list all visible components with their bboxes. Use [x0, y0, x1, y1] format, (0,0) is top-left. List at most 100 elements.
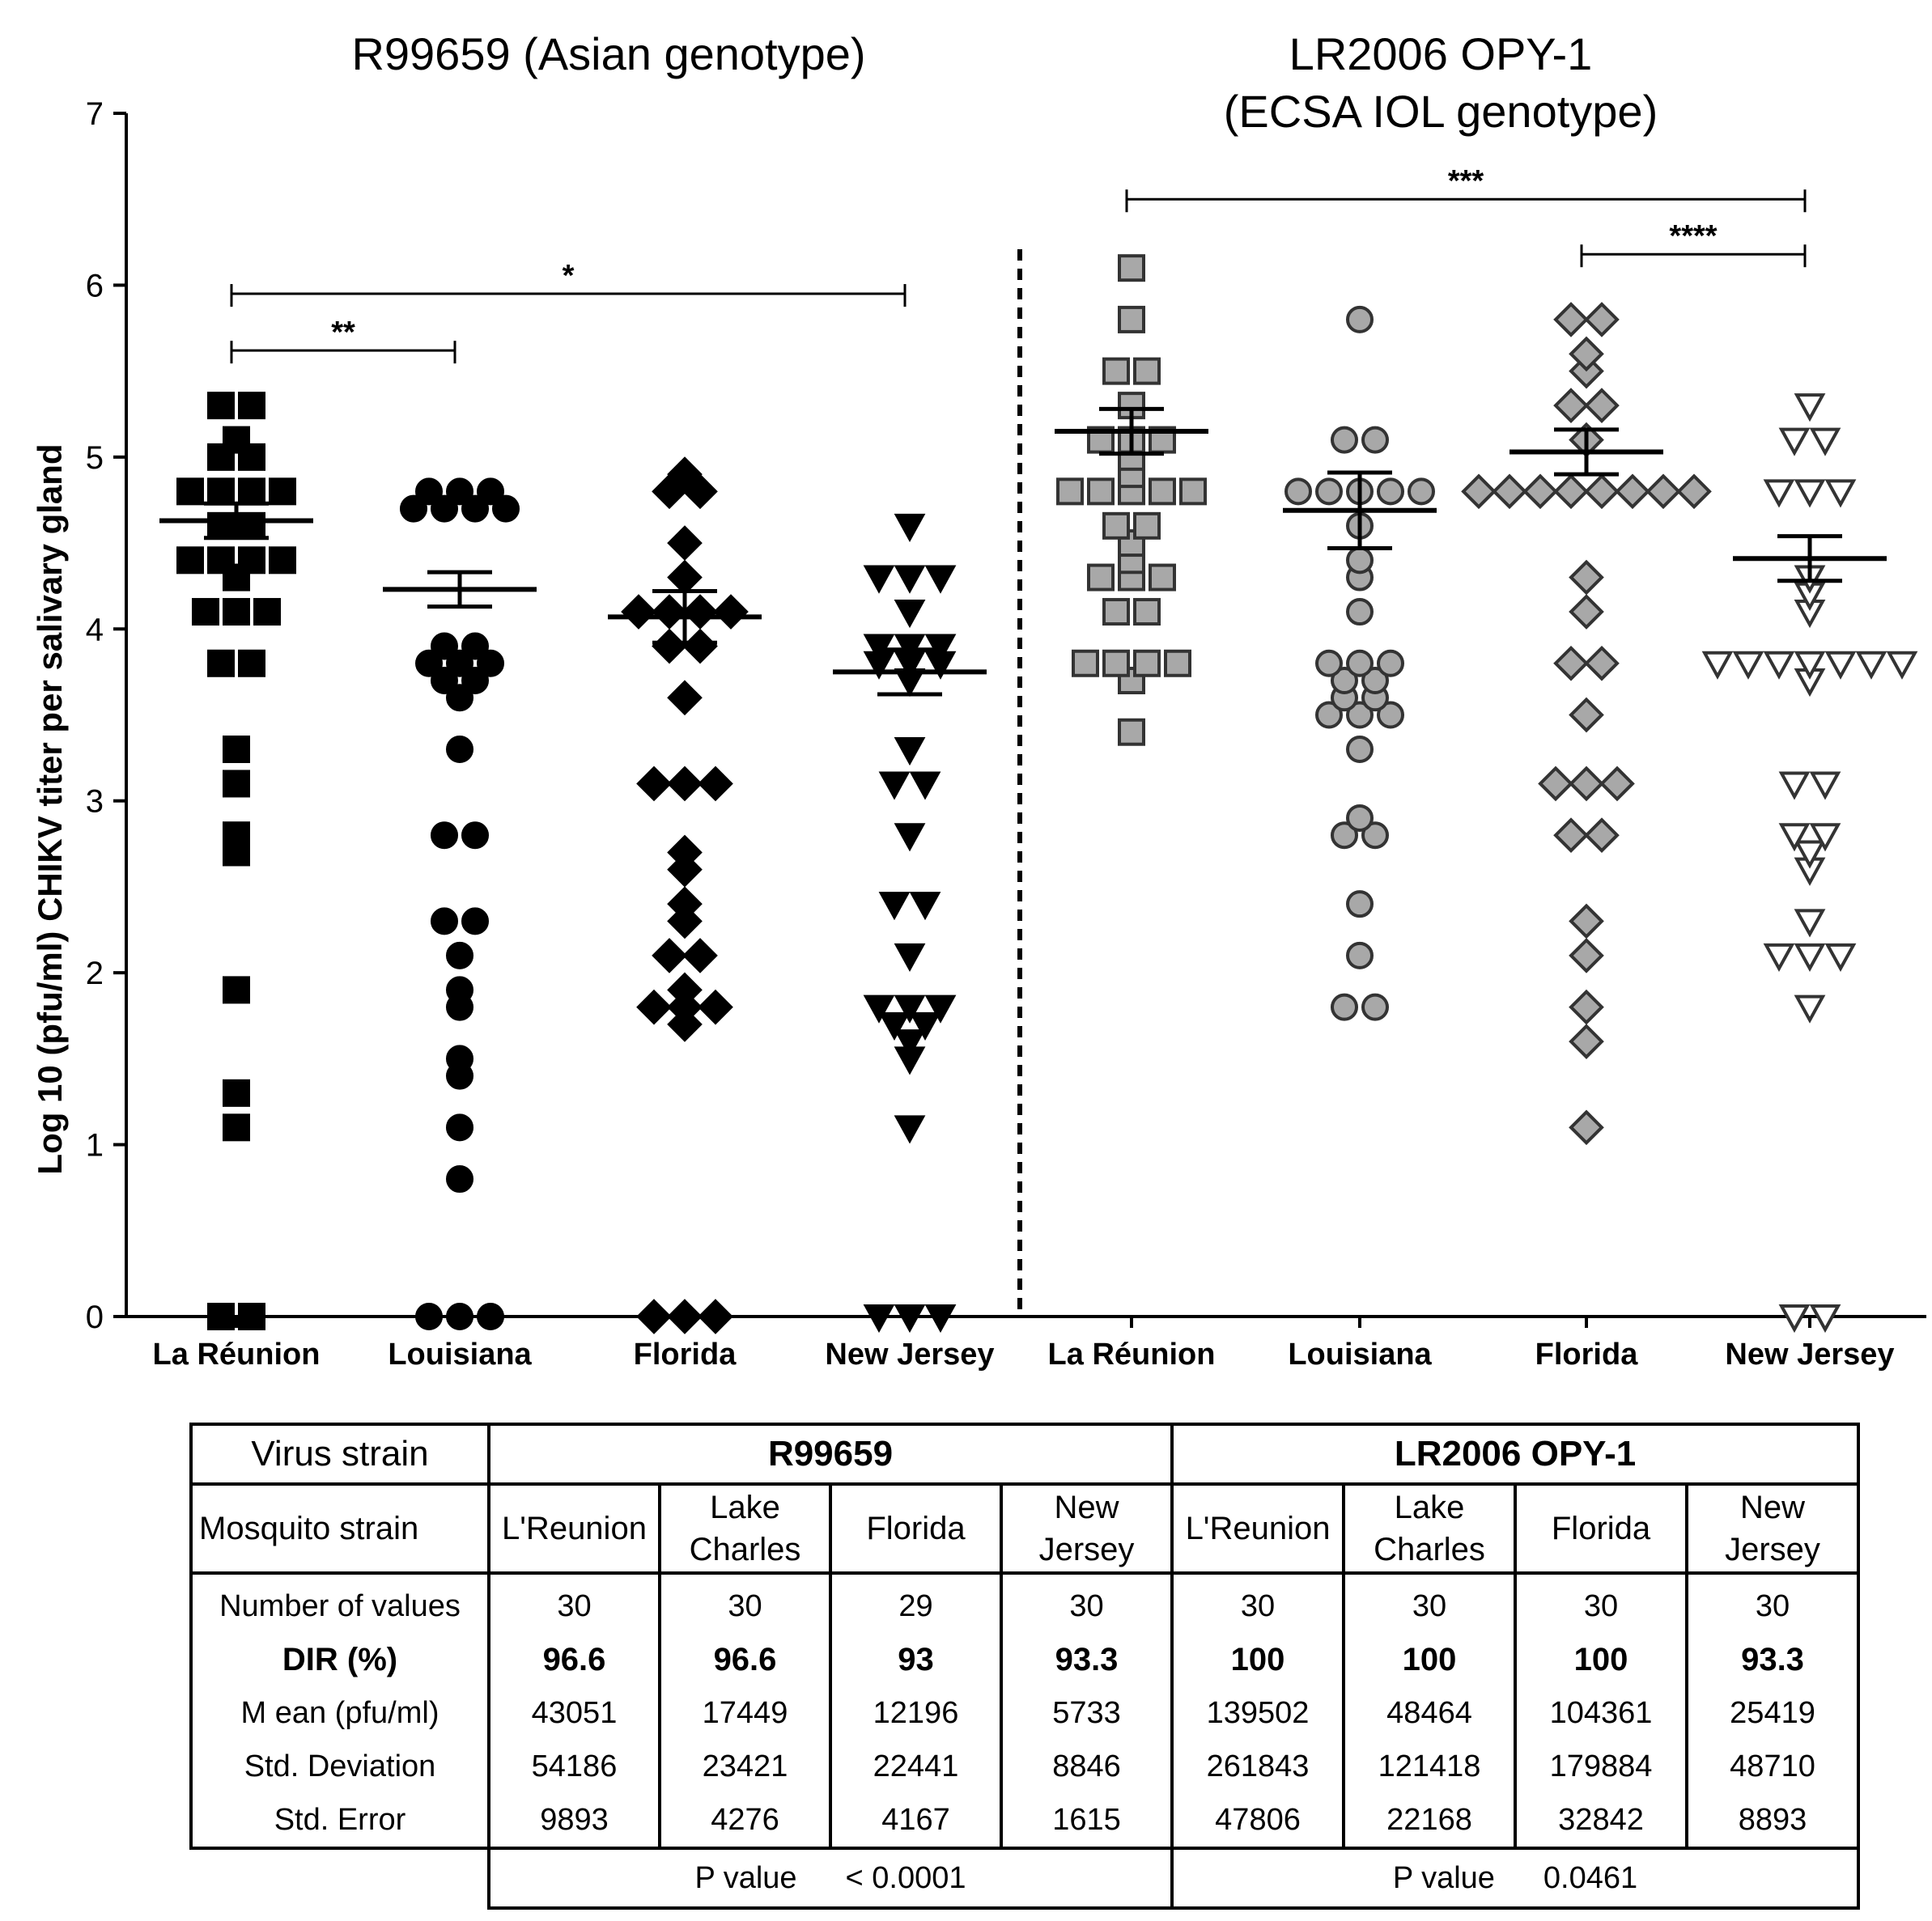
- data-point: [1179, 477, 1207, 506]
- data-point: [446, 477, 473, 506]
- data-point: [192, 598, 219, 626]
- data-point: [253, 598, 281, 626]
- row-label: DIR (%): [189, 1633, 490, 1686]
- table-cell: 4276: [658, 1793, 832, 1850]
- data-point: [1118, 718, 1145, 746]
- data-point: [461, 494, 489, 523]
- p-value-label-1: P value: [694, 1860, 797, 1895]
- data-point: [1886, 651, 1918, 680]
- data-point: [1149, 563, 1176, 592]
- data-point: [1584, 388, 1620, 423]
- virus-strain-label: Virus strain: [189, 1423, 490, 1486]
- data-point: [238, 443, 265, 471]
- table-cell: 30: [1170, 1573, 1346, 1633]
- data-point: [667, 972, 703, 1008]
- table-cell: 9893: [487, 1793, 661, 1850]
- sig-label: *: [563, 259, 575, 293]
- data-point: [431, 667, 458, 695]
- data-point: [682, 938, 718, 973]
- data-point: [1809, 823, 1841, 852]
- data-point: [431, 494, 458, 523]
- data-point: [446, 649, 473, 677]
- data-point: [446, 1045, 473, 1073]
- data-point: [894, 1029, 926, 1058]
- mosquito-strain-text: Lake: [710, 1490, 780, 1525]
- data-point: [415, 477, 443, 506]
- table-cell: 261843: [1170, 1740, 1346, 1793]
- data-point: [431, 907, 458, 935]
- row-label: Number of values: [189, 1573, 490, 1633]
- data-point: [1569, 765, 1604, 802]
- data-point: [924, 565, 957, 594]
- data-point: [1346, 305, 1374, 333]
- mosquito-strain-text: Jersey: [1038, 1532, 1135, 1567]
- x-category-labels: La Réunion Louisiana Florida New Jersey La R…: [153, 1317, 1895, 1372]
- data-point: [431, 821, 458, 850]
- mosquito-strain-text: Charles: [1374, 1532, 1485, 1567]
- table-cell: 93.3: [1685, 1633, 1861, 1686]
- data-point: [1569, 938, 1604, 973]
- data-point: [223, 821, 250, 850]
- mosquito-strain-text: L'Reunion: [502, 1511, 647, 1546]
- mosquito-strain-cell: New Jersey: [999, 1482, 1174, 1575]
- table-cell: 17449: [658, 1686, 832, 1740]
- mosquito-strain-text: Lake: [1394, 1490, 1465, 1525]
- data-point: [1331, 993, 1358, 1021]
- data-point: [667, 886, 703, 922]
- data-point: [894, 1115, 926, 1144]
- data-point: [1553, 645, 1589, 681]
- mosquito-strain-cell: New Jersey: [1685, 1482, 1861, 1575]
- x-category-label: New Jersey: [825, 1338, 994, 1372]
- data-point: [667, 1299, 703, 1334]
- p-value-label-2: P value: [1392, 1860, 1495, 1895]
- data-point: [1361, 667, 1389, 695]
- title-left: R99659 (Asian genotype): [351, 28, 865, 79]
- data-point: [1072, 649, 1099, 677]
- data-point: [667, 834, 703, 871]
- data-point: [909, 1011, 941, 1041]
- row-label: Std. Error: [189, 1793, 490, 1850]
- data-point: [863, 565, 895, 594]
- data-point: [1569, 1109, 1604, 1146]
- data-point: [667, 559, 703, 596]
- data-point: [238, 546, 265, 575]
- data-point: [1615, 473, 1650, 510]
- data-point: [894, 994, 926, 1024]
- data-point: [1408, 477, 1435, 506]
- data-point: [909, 892, 941, 921]
- mosquito-strain-text: Florida: [1551, 1511, 1651, 1546]
- table-cell: 104361: [1514, 1686, 1689, 1740]
- data-point: [1492, 473, 1527, 510]
- data-point: [1553, 388, 1589, 423]
- mosquito-strain-cell: Lake Charles: [1342, 1482, 1518, 1575]
- data-point: [1346, 941, 1374, 969]
- data-point: [924, 1304, 957, 1334]
- data-point: [1809, 1304, 1841, 1334]
- data-point: [894, 736, 926, 766]
- data-point: [415, 649, 443, 677]
- mean-sem-bars: [159, 406, 1887, 697]
- table-cell: 29: [829, 1573, 1003, 1633]
- data-point: [682, 628, 718, 664]
- data-point: [863, 994, 895, 1024]
- table-cell: 121418: [1342, 1740, 1518, 1793]
- data-point: [1522, 473, 1558, 510]
- table-cell: 8893: [1685, 1793, 1861, 1850]
- data-point: [1778, 823, 1811, 852]
- table-cell: 30: [1514, 1573, 1689, 1633]
- data-point: [1599, 765, 1635, 802]
- data-point: [223, 426, 250, 454]
- data-point: [878, 892, 911, 921]
- data-point: [461, 907, 489, 935]
- data-point: [863, 634, 895, 663]
- table-cell: 23421: [658, 1740, 832, 1793]
- y-tick-label: 2: [86, 956, 104, 991]
- p-value-1: < 0.0001: [845, 1860, 966, 1895]
- table-cell: 93.3: [999, 1633, 1174, 1686]
- data-point: [1701, 651, 1734, 680]
- data-point: [1118, 305, 1145, 333]
- title-right-line1: LR2006 OPY-1: [1289, 28, 1593, 79]
- data-point: [1569, 903, 1604, 939]
- y-tick-label: 3: [86, 784, 104, 820]
- data-point: [698, 989, 733, 1025]
